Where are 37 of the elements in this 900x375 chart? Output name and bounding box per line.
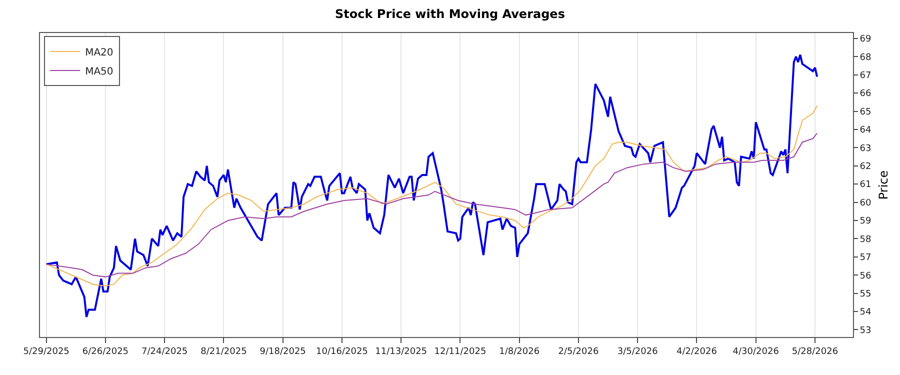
x-tick-label: 12/11/2025 <box>434 346 486 357</box>
x-tick-label: 6/26/2025 <box>82 346 129 357</box>
x-tick-label: 8/21/2025 <box>200 346 247 357</box>
x-tick-label: 4/2/2026 <box>676 346 718 357</box>
chart-title: Stock Price with Moving Averages <box>335 6 565 21</box>
x-tick-label: 4/30/2026 <box>732 346 780 357</box>
y-tick-label: 63 <box>860 144 872 154</box>
y-tick-label: 61 <box>860 180 872 190</box>
y-tick-label: 55 <box>860 289 872 300</box>
y-tick-label: 69 <box>860 34 872 45</box>
y-tick-label: 58 <box>860 234 872 245</box>
x-tick-label: 2/5/2026 <box>558 346 599 357</box>
x-tick-label: 3/5/2026 <box>617 346 658 357</box>
y-tick-label: 54 <box>860 308 872 318</box>
y-tick-label: 66 <box>860 89 872 100</box>
line-series <box>46 132 818 278</box>
y-axis-title: Price <box>876 170 890 200</box>
y-tick-label: 62 <box>860 162 872 172</box>
y-tick-label: 64 <box>860 126 872 136</box>
x-tick-label: 1/8/2026 <box>499 346 540 357</box>
y-tick-label: 57 <box>860 253 872 264</box>
x-tick-label: 9/18/2025 <box>260 346 306 357</box>
y-tick-label: 65 <box>860 107 872 118</box>
x-tick-label: 11/13/2025 <box>375 346 428 357</box>
x-tick-label: 10/16/2025 <box>316 346 368 357</box>
line-series <box>46 105 818 287</box>
x-tick-label: 5/28/2026 <box>792 346 838 357</box>
legend-label: MA20 <box>85 47 114 58</box>
y-tick-label: 68 <box>860 52 872 63</box>
x-tick-label: 7/24/2025 <box>142 346 188 357</box>
y-tick-label: 56 <box>860 271 872 282</box>
y-tick-label: 67 <box>860 71 872 82</box>
y-tick-label: 60 <box>860 198 872 208</box>
y-tick-label: 53 <box>860 326 872 336</box>
y-tick-label: 59 <box>860 216 872 227</box>
x-tick-label: 5/29/2025 <box>23 346 70 357</box>
legend-label: MA50 <box>85 66 114 78</box>
